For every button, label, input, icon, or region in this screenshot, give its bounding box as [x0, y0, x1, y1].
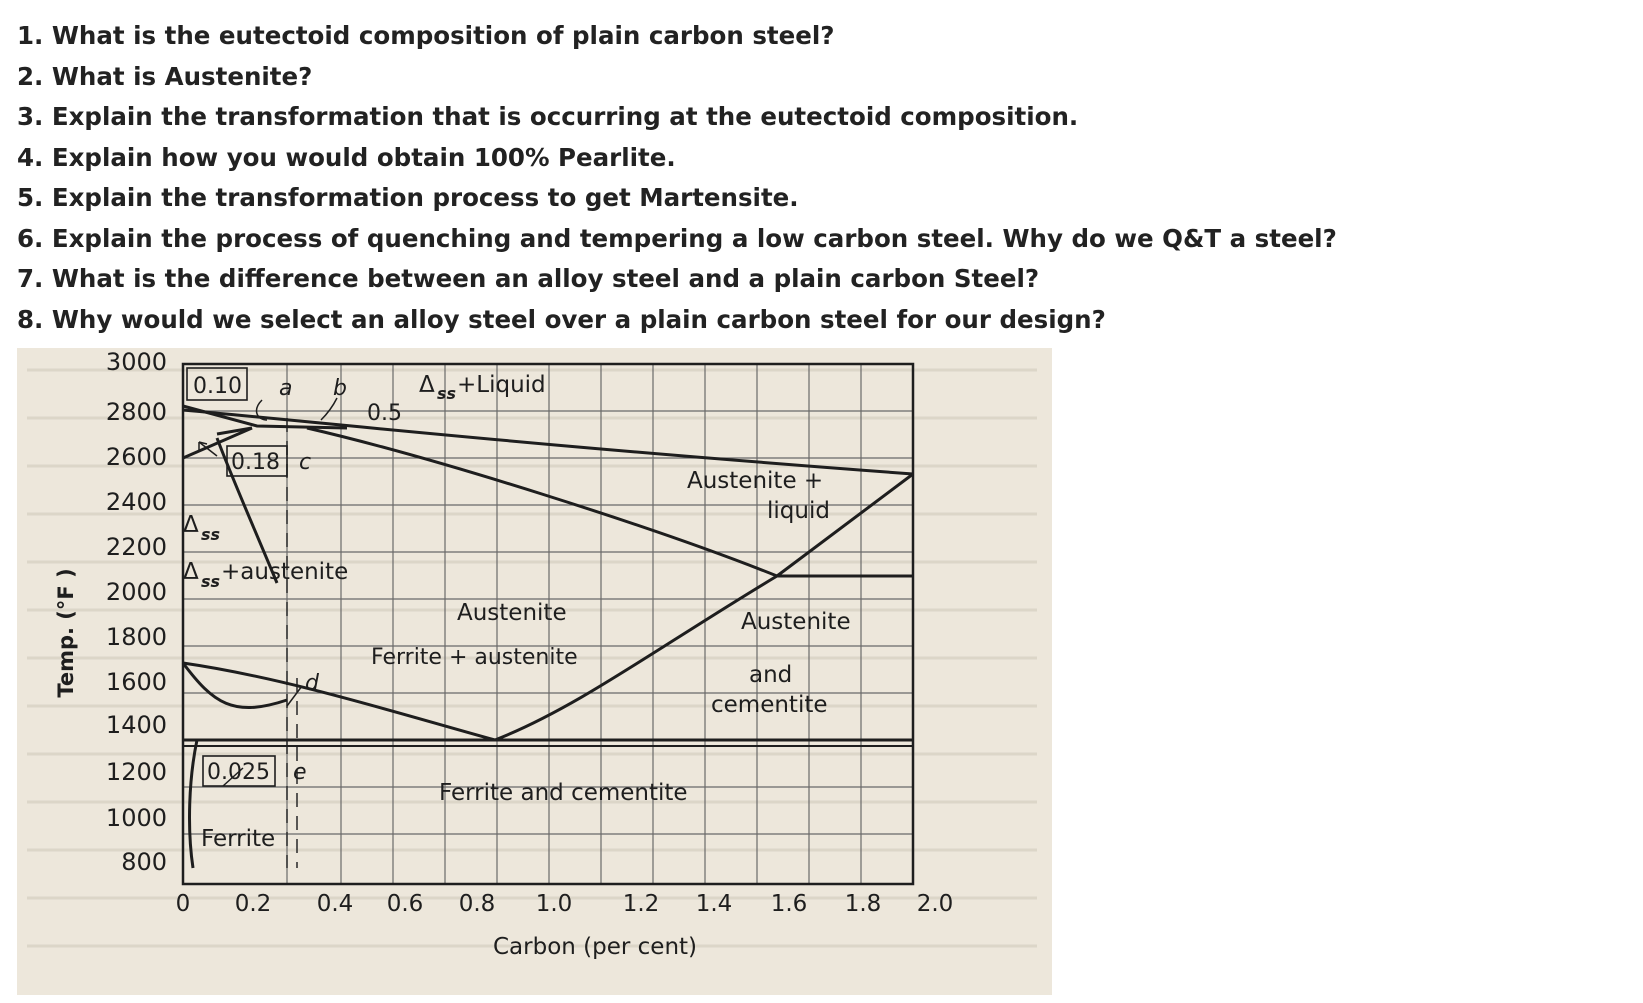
y-tick-3000: 3000: [106, 348, 167, 376]
delta-sub: ss: [201, 572, 220, 591]
marker-box-018: [226, 445, 288, 477]
iron-carbon-diagram: 3000 2800 2600 2400 2200 2000 1800 1600 …: [17, 348, 1052, 995]
question-5: 5. Explain the transformation process to…: [17, 183, 799, 212]
marker-box-010: [186, 367, 248, 401]
label-austenite-cementite-1: Austenite: [741, 609, 851, 635]
x-tick-1-4: 1.4: [696, 891, 733, 917]
delta-upper-line: [182, 404, 348, 430]
label-delta-austenite: +austenite: [221, 559, 348, 585]
x-tick-0: 0: [176, 891, 191, 917]
a3-line: [182, 661, 496, 742]
question-4: 4. Explain how you would obtain 100% Pea…: [17, 142, 676, 172]
question-1: 1. What is the eutectoid composition of …: [17, 21, 835, 50]
y-tick-1400: 1400: [106, 711, 167, 739]
x-tick-0-8: 0.8: [459, 891, 496, 917]
region-delta: Δ ss: [183, 512, 220, 544]
marker-05: 0.5: [367, 401, 402, 426]
x-tick-1-2: 1.2: [623, 891, 660, 917]
marker-box-0025: [202, 755, 276, 787]
question-3: 3. Explain the transformation that is oc…: [17, 102, 1079, 131]
plot-frame: [181, 362, 915, 886]
label-austenite-liquid-1: Austenite +: [687, 468, 823, 494]
label-ferrite-austenite: Ferrite + austenite: [371, 645, 578, 670]
question-6: 6. Explain the process of quenching and …: [17, 223, 1337, 253]
label-ferrite: Ferrite: [201, 826, 275, 852]
ferrite-line: [181, 662, 288, 709]
y-tick-2000: 2000: [106, 578, 167, 606]
dashed-verticals: [286, 418, 298, 868]
point-a: a: [279, 376, 292, 401]
y-tick-1000: 1000: [106, 804, 167, 832]
x-tick-2-0: 2.0: [917, 891, 954, 917]
label-austenite-cementite-3: cementite: [711, 692, 828, 718]
delta-symbol: Δ: [183, 559, 199, 585]
x-axis-title: Carbon (per cent): [493, 934, 697, 960]
y-tick-2200: 2200: [106, 533, 167, 561]
marker-010: 0.10: [193, 374, 242, 399]
grid-lines: [182, 364, 913, 884]
marker-018: 0.18: [231, 450, 280, 475]
question-8: 8. Why would we select an alloy steel ov…: [17, 304, 1106, 334]
liquidus-line: [182, 408, 914, 476]
delta-symbol: Δ: [183, 512, 199, 538]
delta-sub: ss: [437, 384, 456, 403]
x-tick-1-6: 1.6: [771, 891, 808, 917]
region-delta-austenite: Δ ss +austenite: [183, 559, 348, 591]
point-b: b: [333, 376, 347, 401]
y-tick-800: 800: [121, 848, 167, 876]
ferrite-solvus-line: [188, 739, 199, 869]
solidus-line: [306, 426, 778, 578]
x-tick-0-6: 0.6: [387, 891, 424, 917]
label-delta-liquid: +Liquid: [457, 372, 546, 398]
y-tick-1600: 1600: [106, 668, 167, 696]
question-list: 1. What is the eutectoid composition of …: [17, 16, 1337, 340]
delta-sub: ss: [201, 525, 220, 544]
delta-symbol: Δ: [419, 372, 435, 398]
y-tick-2800: 2800: [106, 398, 167, 426]
liquidus-right-line: [776, 472, 914, 578]
question-2: 2. What is Austenite?: [17, 61, 313, 91]
y-tick-2400: 2400: [106, 488, 167, 516]
label-austenite: Austenite: [457, 600, 567, 626]
x-tick-0-2: 0.2: [235, 891, 272, 917]
pointer-arrows: [198, 397, 338, 787]
y-tick-1800: 1800: [106, 623, 167, 651]
point-c: c: [299, 450, 311, 475]
y-tick-1200: 1200: [106, 758, 167, 786]
label-austenite-cementite-2: and: [749, 662, 792, 688]
label-ferrite-cementite: Ferrite and cementite: [439, 780, 688, 806]
y-axis-title: Temp. (°F ): [54, 568, 78, 697]
label-austenite-liquid-2: liquid: [767, 498, 830, 524]
region-delta-liquid: Δ ss +Liquid: [419, 372, 546, 403]
marker-0025: 0.025: [207, 760, 270, 785]
x-tick-1-0: 1.0: [536, 891, 573, 917]
peritectic-line: [216, 426, 253, 436]
phase-boundaries: [181, 404, 914, 869]
delta-austenite-line: [215, 437, 279, 584]
point-d: d: [305, 671, 320, 696]
question-7: 7. What is the difference between an all…: [17, 264, 1040, 293]
point-e: e: [293, 760, 307, 785]
y-tick-2600: 2600: [106, 443, 167, 471]
x-tick-1-8: 1.8: [845, 891, 882, 917]
acm-line: [494, 574, 778, 742]
x-tick-0-4: 0.4: [317, 891, 354, 917]
